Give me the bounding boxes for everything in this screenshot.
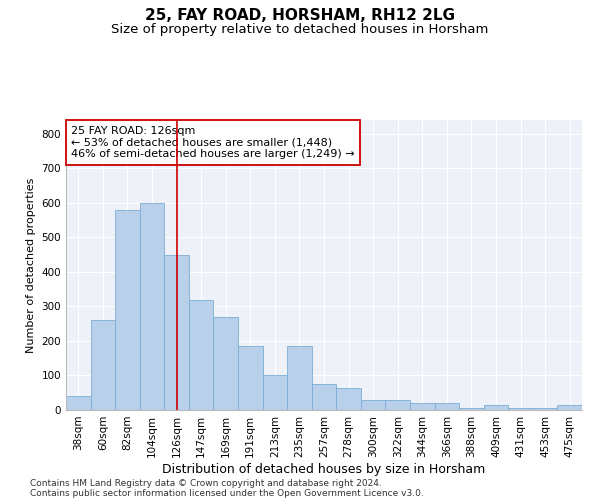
Bar: [91, 320, 115, 410]
Bar: [385, 400, 410, 410]
Bar: [533, 408, 557, 410]
Bar: [336, 388, 361, 410]
Text: 25, FAY ROAD, HORSHAM, RH12 2LG: 25, FAY ROAD, HORSHAM, RH12 2LG: [145, 8, 455, 22]
Bar: [484, 405, 508, 410]
Bar: [434, 403, 459, 410]
Bar: [287, 346, 312, 410]
Text: Contains public sector information licensed under the Open Government Licence v3: Contains public sector information licen…: [30, 488, 424, 498]
Bar: [214, 317, 238, 410]
Bar: [312, 384, 336, 410]
Text: Size of property relative to detached houses in Horsham: Size of property relative to detached ho…: [112, 22, 488, 36]
Bar: [66, 396, 91, 410]
Bar: [508, 408, 533, 410]
Text: 25 FAY ROAD: 126sqm
← 53% of detached houses are smaller (1,448)
46% of semi-det: 25 FAY ROAD: 126sqm ← 53% of detached ho…: [71, 126, 355, 159]
Bar: [459, 408, 484, 410]
Bar: [140, 203, 164, 410]
Bar: [557, 405, 582, 410]
Bar: [361, 400, 385, 410]
Bar: [164, 254, 189, 410]
Bar: [238, 346, 263, 410]
Text: Contains HM Land Registry data © Crown copyright and database right 2024.: Contains HM Land Registry data © Crown c…: [30, 478, 382, 488]
Y-axis label: Number of detached properties: Number of detached properties: [26, 178, 36, 352]
Bar: [410, 403, 434, 410]
Text: Distribution of detached houses by size in Horsham: Distribution of detached houses by size …: [163, 464, 485, 476]
Bar: [189, 300, 214, 410]
Bar: [263, 376, 287, 410]
Bar: [115, 210, 140, 410]
